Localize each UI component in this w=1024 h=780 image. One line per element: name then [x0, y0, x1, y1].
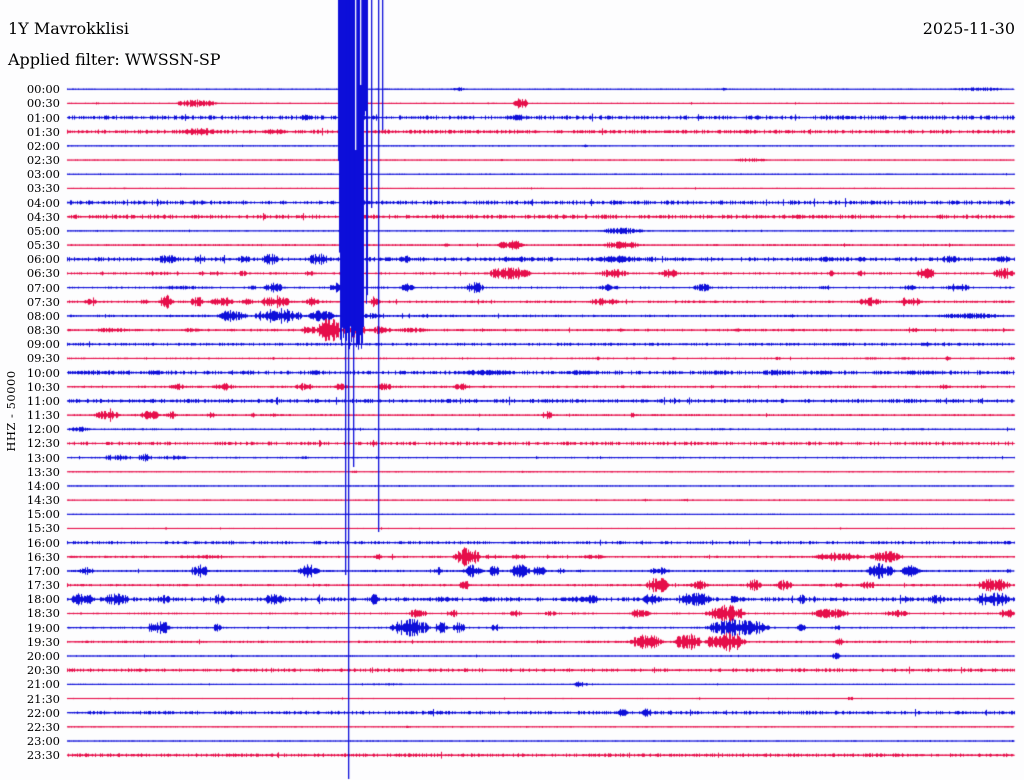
- time-label-09:30: 09:30: [26, 351, 60, 366]
- time-label-00:30: 00:30: [26, 96, 60, 111]
- time-label-07:30: 07:30: [26, 294, 60, 309]
- date-label: 2025-11-30: [922, 19, 1015, 38]
- time-label-03:30: 03:30: [26, 181, 60, 196]
- time-label-23:00: 23:00: [26, 734, 60, 749]
- time-label-09:00: 09:00: [26, 337, 60, 352]
- time-label-19:00: 19:00: [26, 620, 60, 635]
- time-label-22:00: 22:00: [26, 705, 60, 720]
- time-label-01:00: 01:00: [26, 110, 60, 125]
- time-label-02:30: 02:30: [26, 153, 60, 168]
- time-label-20:30: 20:30: [26, 663, 60, 678]
- time-label-16:30: 16:30: [26, 549, 60, 564]
- time-label-17:30: 17:30: [26, 578, 60, 593]
- time-label-23:30: 23:30: [26, 748, 60, 763]
- time-label-12:00: 12:00: [26, 422, 60, 437]
- time-label-15:30: 15:30: [26, 521, 60, 536]
- time-label-04:00: 04:00: [26, 195, 60, 210]
- time-label-18:00: 18:00: [26, 592, 60, 607]
- time-label-10:30: 10:30: [26, 379, 60, 394]
- filter-label: Applied filter: WWSSN-SP: [8, 50, 221, 69]
- time-label-05:00: 05:00: [26, 223, 60, 238]
- time-label-07:00: 07:00: [26, 280, 60, 295]
- time-label-10:00: 10:00: [26, 365, 60, 380]
- time-label-04:30: 04:30: [26, 209, 60, 224]
- time-label-21:00: 21:00: [26, 677, 60, 692]
- time-label-20:00: 20:00: [26, 649, 60, 663]
- time-label-13:30: 13:30: [26, 464, 60, 479]
- time-label-00:00: 00:00: [26, 82, 60, 97]
- time-label-11:30: 11:30: [26, 408, 60, 423]
- time-label-06:30: 06:30: [26, 266, 60, 281]
- time-label-19:30: 19:30: [26, 634, 60, 649]
- time-label-14:00: 14:00: [26, 478, 60, 493]
- time-label-21:30: 21:30: [26, 691, 60, 706]
- time-label-02:00: 02:00: [26, 138, 60, 153]
- time-label-11:00: 11:00: [26, 393, 60, 408]
- time-label-03:00: 03:00: [26, 167, 60, 182]
- time-label-22:30: 22:30: [26, 719, 60, 734]
- time-label-08:00: 08:00: [26, 308, 60, 323]
- time-label-18:30: 18:30: [26, 606, 60, 621]
- time-label-05:30: 05:30: [26, 238, 60, 253]
- time-label-12:30: 12:30: [26, 436, 60, 451]
- time-label-16:00: 16:00: [26, 535, 60, 550]
- time-label-01:30: 01:30: [26, 124, 60, 139]
- time-label-15:00: 15:00: [26, 507, 60, 522]
- time-label-06:00: 06:00: [26, 252, 60, 267]
- time-label-17:00: 17:00: [26, 563, 60, 578]
- time-label-13:00: 13:00: [26, 450, 60, 465]
- time-label-14:30: 14:30: [26, 493, 60, 508]
- station-title: 1Y Mavrokklisi: [8, 19, 130, 38]
- time-label-08:30: 08:30: [26, 323, 60, 338]
